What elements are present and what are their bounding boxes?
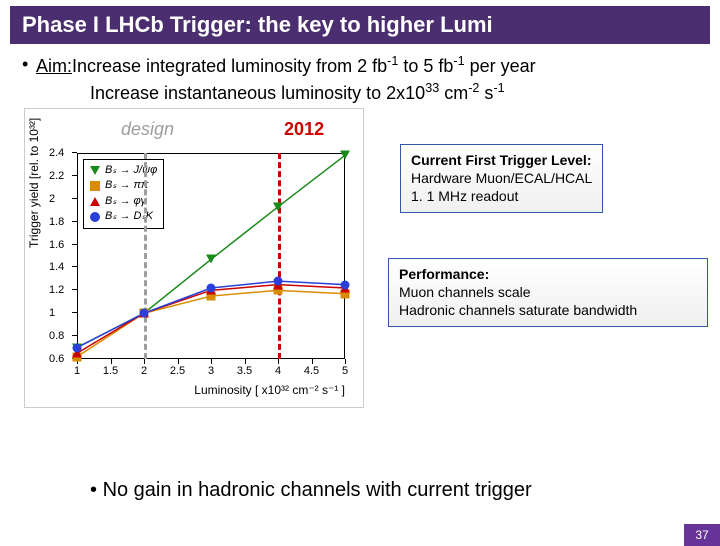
y-tick-label: 1.8 [49,216,64,228]
box2-line1: Muon channels scale [399,283,697,301]
data-marker [340,151,350,160]
info-box-trigger-level: Current First Trigger Level: Hardware Mu… [400,144,603,213]
legend-label: Bₛ → ππ [105,178,148,193]
aim2-unit1: cm [439,83,468,103]
legend-marker-icon [90,212,100,222]
page-number: 37 [684,524,720,546]
x-tick-label: 1.5 [103,365,118,377]
y-tick-label: 2.4 [49,147,64,159]
legend-marker-icon [90,197,100,206]
aim2-unit2: s [479,83,493,103]
y-tick-label: 1 [49,307,55,319]
legend-marker-icon [90,166,100,175]
aim-line-2: Increase instantaneous luminosity to 2x1… [0,81,720,104]
y-tick-label: 2.2 [49,170,64,182]
aim-text-c: per year [465,56,536,76]
sup-33: 33 [425,81,439,95]
aim-text-b: to 5 fb [398,56,453,76]
y-axis-label: Trigger yield [rel. to 10³²] [27,118,41,248]
legend-row: Bₛ → DₛK [90,209,157,224]
x-tick-label: 5 [342,365,348,377]
chart-container: design 2012 Trigger yield [rel. to 10³²]… [24,108,364,408]
y-tick-label: 1.2 [49,284,64,296]
box2-header: Performance: [399,265,697,283]
aim-bullets: Aim:Increase integrated luminosity from … [0,44,720,81]
x-tick-label: 3.5 [237,365,252,377]
x-tick-label: 4.5 [304,365,319,377]
vline [278,153,281,359]
legend-row: Bₛ → J/ψφ [90,163,157,178]
legend-row: Bₛ → φγ [90,194,157,209]
sup-m2: -2 [468,81,479,95]
data-marker [207,284,216,293]
box1-line1: Hardware Muon/ECAL/HCAL [411,169,592,187]
x-tick-label: 1 [74,365,80,377]
y-tick-label: 0.6 [49,353,64,365]
x-tick-label: 4 [275,365,281,377]
aim-bullet-1: Aim:Increase integrated luminosity from … [22,54,698,77]
data-marker [274,277,283,286]
x-tick-label: 2.5 [170,365,185,377]
y-tick-label: 0.8 [49,330,64,342]
aim-label: Aim: [36,56,72,76]
y-tick-label: 1.6 [49,239,64,251]
data-marker [273,202,283,211]
data-marker [73,343,82,352]
content-area: design 2012 Trigger yield [rel. to 10³²]… [0,104,720,464]
data-marker [206,255,216,264]
chart-top-labels: design 2012 [77,119,345,140]
bottom-bullet: No gain in hadronic channels with curren… [90,479,532,502]
legend-row: Bₛ → ππ [90,178,157,193]
box2-line2: Hadronic channels saturate bandwidth [399,301,697,319]
aim-text-a: Increase integrated luminosity from 2 fb [72,56,387,76]
plot-area: Bₛ → J/ψφBₛ → ππBₛ → φγBₛ → DₛK 11.522.5… [77,153,345,359]
sup-m1b: -1 [493,81,504,95]
legend-label: Bₛ → φγ [105,194,146,209]
label-2012: 2012 [284,119,324,140]
box1-header: Current First Trigger Level: [411,151,592,169]
legend-label: Bₛ → J/ψφ [105,163,157,178]
chart-legend: Bₛ → J/ψφBₛ → ππBₛ → φγBₛ → DₛK [83,159,164,229]
data-marker [341,280,350,289]
sup-2: -1 [453,54,464,68]
vline [144,153,147,359]
aim2-text: Increase instantaneous luminosity to 2x1… [90,83,425,103]
legend-marker-icon [90,181,100,191]
data-marker [140,309,149,318]
label-design: design [121,119,174,140]
trigger-yield-chart: design 2012 Trigger yield [rel. to 10³²]… [29,113,359,403]
sup-1: -1 [387,54,398,68]
y-tick-label: 2 [49,193,55,205]
x-tick-label: 3 [208,365,214,377]
x-tick-label: 2 [141,365,147,377]
page-title: Phase I LHCb Trigger: the key to higher … [10,6,710,44]
info-box-performance: Performance: Muon channels scale Hadroni… [388,258,708,327]
y-tick-label: 1.4 [49,261,64,273]
x-axis-label: Luminosity [ x10³² cm⁻² s⁻¹ ] [194,383,345,397]
box1-line2: 1. 1 MHz readout [411,187,592,205]
